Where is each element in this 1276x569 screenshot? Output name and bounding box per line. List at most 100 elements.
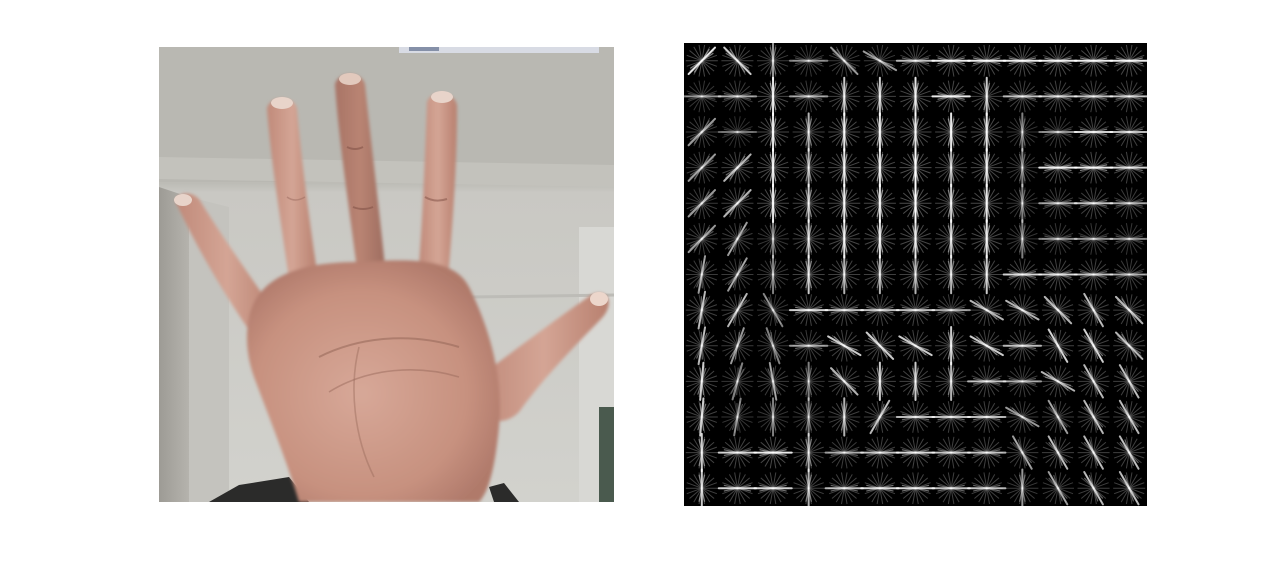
hog-cell	[1073, 258, 1114, 291]
hog-secondary-stroke	[830, 449, 858, 456]
hog-cell	[935, 219, 968, 259]
hog-secondary-stroke	[912, 118, 919, 146]
hog-secondary-stroke	[866, 449, 894, 456]
hog-cell	[685, 361, 718, 401]
hog-secondary-stroke	[1115, 164, 1143, 172]
hog-secondary-stroke	[736, 367, 739, 396]
hog-cell	[757, 397, 790, 437]
hog-cell	[1113, 435, 1146, 470]
hog-secondary-stroke	[1079, 235, 1108, 243]
hog-cell	[931, 436, 971, 469]
hog-dominant-stroke	[1118, 364, 1140, 399]
hog-dominant-stroke	[1083, 328, 1104, 363]
hog-secondary-stroke	[1018, 118, 1026, 146]
hog-dominant-stroke	[865, 331, 895, 360]
hog-cell	[684, 80, 722, 113]
hog-dominant-stroke	[862, 50, 898, 72]
hog-dominant-stroke	[1047, 399, 1069, 435]
hog-secondary-stroke	[912, 189, 919, 217]
hog-secondary-stroke	[872, 333, 888, 358]
hog-secondary-stroke	[769, 403, 777, 431]
hog-secondary-stroke	[768, 296, 778, 324]
hog-cell	[1113, 399, 1146, 435]
hog-cell	[1038, 223, 1078, 255]
hog-cell	[1006, 468, 1039, 506]
hog-cell	[757, 219, 790, 259]
hog-dominant-stroke	[1047, 435, 1069, 470]
hog-secondary-stroke	[723, 449, 752, 456]
hog-secondary-stroke	[723, 93, 752, 100]
hog-secondary-stroke	[947, 225, 955, 253]
hog-secondary-stroke	[1084, 370, 1104, 392]
hog-secondary-stroke	[937, 449, 965, 456]
hog-dominant-stroke	[731, 362, 744, 401]
hog-cell	[685, 468, 718, 506]
hog-dominant-stroke	[730, 327, 745, 365]
hog-cell	[828, 219, 861, 259]
hog-secondary-stroke	[901, 449, 930, 456]
hog-secondary-stroke	[876, 189, 884, 217]
hog-dominant-stroke	[699, 397, 705, 437]
hog-secondary-stroke	[937, 413, 965, 421]
hog-secondary-stroke	[729, 191, 746, 216]
hog-cell	[788, 44, 829, 77]
hog-secondary-stroke	[1079, 164, 1108, 172]
hog-cell	[935, 254, 968, 295]
hog-cell	[863, 361, 896, 402]
hog-cell	[792, 361, 825, 402]
hog-dominant-stroke	[1083, 292, 1104, 328]
hog-bin-stroke	[722, 126, 753, 138]
hog-cell	[717, 80, 758, 113]
hog-secondary-stroke	[763, 299, 783, 321]
hog-secondary-stroke	[1115, 128, 1143, 136]
hog-secondary-stroke	[973, 484, 1001, 492]
hog-secondary-stroke	[1084, 335, 1104, 357]
hog-secondary-stroke	[876, 153, 884, 182]
hog-secondary-stroke	[805, 403, 813, 431]
hog-secondary-stroke	[805, 118, 813, 146]
hog-secondary-stroke	[1079, 271, 1108, 278]
hog-cell	[931, 472, 971, 505]
hog-cell	[721, 187, 754, 220]
hog-secondary-stroke	[1048, 406, 1068, 428]
hog-cell	[788, 329, 829, 362]
hog-secondary-stroke	[805, 260, 813, 289]
hog-secondary-stroke	[973, 413, 1001, 421]
hog-secondary-stroke	[1119, 442, 1139, 464]
hog-dominant-stroke	[1043, 295, 1073, 325]
hog-secondary-stroke	[840, 403, 848, 431]
hog-secondary-stroke	[866, 484, 894, 492]
hog-cell	[828, 254, 861, 295]
hog-cell	[863, 254, 896, 295]
hog-cell	[717, 436, 758, 469]
hog-bin-stroke	[722, 126, 753, 138]
hog-secondary-stroke	[973, 57, 1001, 65]
hog-secondary-stroke	[1084, 406, 1104, 428]
hog-cell	[788, 294, 829, 326]
hog-cell	[1006, 183, 1039, 223]
hog-secondary-stroke	[699, 367, 705, 396]
hog-cell	[792, 183, 825, 223]
hog-secondary-stroke	[832, 52, 857, 69]
hog-secondary-stroke	[1115, 93, 1143, 100]
hog-cell	[1002, 365, 1043, 398]
hog-dominant-stroke	[687, 224, 717, 254]
hog-cell	[1038, 116, 1078, 148]
hog-secondary-stroke	[805, 474, 813, 502]
hog-dominant-stroke	[687, 117, 717, 147]
hog-secondary-stroke	[1124, 403, 1134, 431]
hog-cell	[685, 151, 718, 184]
hog-secondary-stroke	[876, 260, 884, 289]
hog-secondary-stroke	[1018, 153, 1026, 182]
hog-secondary-stroke	[983, 153, 991, 182]
hog-secondary-stroke	[1017, 439, 1028, 466]
hog-cell	[1113, 294, 1146, 326]
hog-secondary-stroke	[836, 369, 853, 394]
hog-secondary-stroke	[973, 413, 1001, 421]
hog-secondary-stroke	[937, 306, 965, 314]
hog-secondary-stroke	[912, 367, 919, 396]
hog-dominant-stroke	[1118, 399, 1140, 435]
hog-cell	[721, 327, 754, 365]
hog-secondary-stroke	[1121, 298, 1138, 322]
hog-cell	[1109, 116, 1147, 148]
